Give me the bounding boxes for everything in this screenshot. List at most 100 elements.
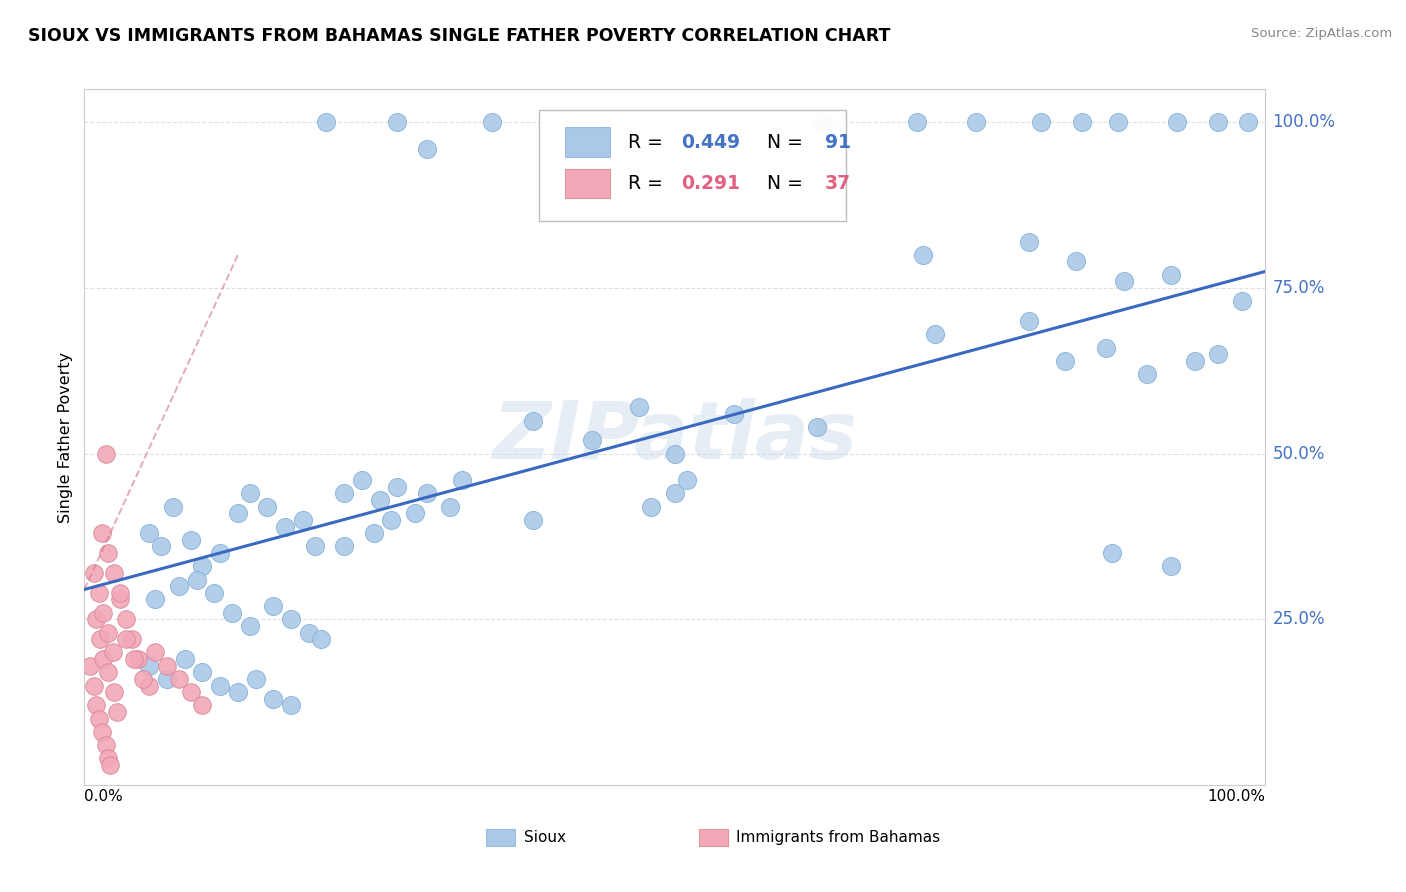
- Point: [226, 685, 249, 699]
- Point: [387, 115, 409, 129]
- Text: 0.449: 0.449: [681, 133, 740, 152]
- Point: [239, 619, 262, 633]
- Point: [911, 248, 934, 262]
- Point: [363, 526, 385, 541]
- Point: [202, 586, 225, 600]
- Point: [107, 705, 129, 719]
- Text: 100.0%: 100.0%: [1208, 789, 1265, 805]
- Point: [84, 698, 107, 713]
- Point: [79, 658, 101, 673]
- Point: [1095, 341, 1118, 355]
- Point: [83, 566, 105, 580]
- Point: [1053, 354, 1076, 368]
- FancyBboxPatch shape: [486, 829, 516, 847]
- Point: [1018, 314, 1040, 328]
- Point: [114, 612, 136, 626]
- Point: [924, 327, 946, 342]
- Point: [628, 401, 651, 415]
- Point: [167, 672, 190, 686]
- Point: [1184, 354, 1206, 368]
- Point: [481, 115, 503, 129]
- Point: [94, 447, 117, 461]
- Point: [138, 679, 160, 693]
- Point: [103, 566, 125, 580]
- Point: [127, 652, 149, 666]
- FancyBboxPatch shape: [538, 110, 846, 221]
- Point: [180, 533, 202, 547]
- Point: [191, 698, 214, 713]
- Point: [167, 579, 190, 593]
- Point: [298, 625, 321, 640]
- Text: 100.0%: 100.0%: [1272, 113, 1336, 131]
- Point: [675, 473, 697, 487]
- Point: [91, 652, 114, 666]
- Point: [1018, 235, 1040, 249]
- Point: [226, 506, 249, 520]
- Point: [108, 586, 131, 600]
- Point: [132, 672, 155, 686]
- Text: SIOUX VS IMMIGRANTS FROM BAHAMAS SINGLE FATHER POVERTY CORRELATION CHART: SIOUX VS IMMIGRANTS FROM BAHAMAS SINGLE …: [28, 27, 890, 45]
- Point: [162, 500, 184, 514]
- Point: [280, 612, 302, 626]
- Point: [83, 679, 105, 693]
- Point: [274, 519, 297, 533]
- Point: [280, 698, 302, 713]
- Point: [439, 500, 461, 514]
- Point: [416, 486, 439, 500]
- Point: [256, 500, 278, 514]
- Point: [451, 473, 474, 487]
- Text: N =: N =: [755, 174, 808, 194]
- Point: [416, 142, 439, 156]
- Text: R =: R =: [627, 133, 668, 152]
- Point: [186, 573, 208, 587]
- Text: 0.0%: 0.0%: [84, 789, 124, 805]
- Text: Source: ZipAtlas.com: Source: ZipAtlas.com: [1251, 27, 1392, 40]
- Point: [291, 513, 314, 527]
- Point: [143, 592, 166, 607]
- Point: [97, 625, 120, 640]
- Point: [97, 751, 120, 765]
- Point: [156, 672, 179, 686]
- Point: [94, 738, 117, 752]
- Point: [333, 540, 356, 554]
- Text: Immigrants from Bahamas: Immigrants from Bahamas: [737, 830, 941, 845]
- Point: [138, 526, 160, 541]
- Point: [1166, 115, 1188, 129]
- Point: [221, 606, 243, 620]
- Point: [209, 546, 232, 560]
- Text: 25.0%: 25.0%: [1272, 610, 1324, 628]
- Text: 37: 37: [825, 174, 851, 194]
- Point: [965, 115, 987, 129]
- Text: ZIPatlas: ZIPatlas: [492, 398, 858, 476]
- Point: [806, 420, 828, 434]
- Point: [97, 546, 120, 560]
- Point: [304, 540, 326, 554]
- Point: [262, 599, 284, 613]
- Point: [1230, 294, 1253, 309]
- Text: N =: N =: [755, 133, 808, 152]
- Text: Sioux: Sioux: [523, 830, 565, 845]
- Point: [664, 447, 686, 461]
- Point: [1206, 115, 1229, 129]
- Point: [1112, 274, 1135, 288]
- Point: [315, 115, 337, 129]
- Point: [98, 758, 121, 772]
- Point: [1029, 115, 1052, 129]
- Point: [91, 725, 114, 739]
- Point: [84, 612, 107, 626]
- Text: 75.0%: 75.0%: [1272, 279, 1324, 297]
- Point: [404, 506, 426, 520]
- Point: [309, 632, 332, 647]
- Point: [91, 526, 114, 541]
- Point: [103, 685, 125, 699]
- Point: [209, 679, 232, 693]
- Point: [180, 685, 202, 699]
- Point: [522, 513, 544, 527]
- Point: [138, 658, 160, 673]
- Point: [387, 480, 409, 494]
- Point: [87, 712, 110, 726]
- Point: [114, 632, 136, 647]
- Point: [108, 592, 131, 607]
- Point: [262, 691, 284, 706]
- FancyBboxPatch shape: [699, 829, 728, 847]
